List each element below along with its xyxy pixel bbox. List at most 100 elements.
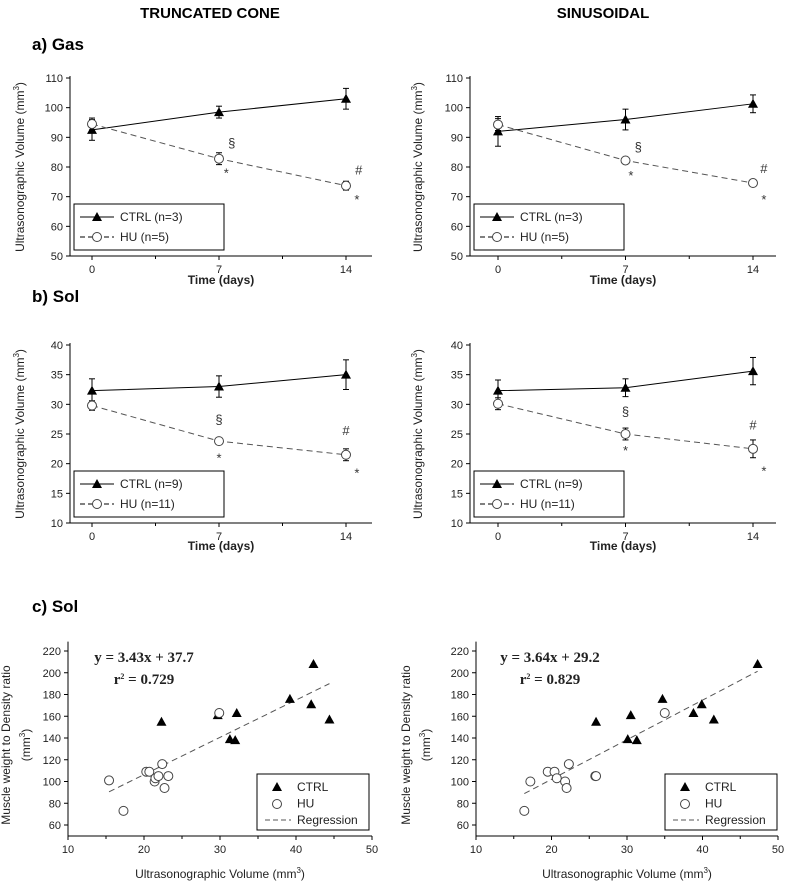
x-axis-title: Ultrasonographic Volume (mm3) [542, 866, 712, 881]
ctrl-point [631, 735, 642, 745]
data-point [214, 436, 224, 447]
series-hu [493, 118, 758, 189]
y-tick-label: 200 [451, 668, 469, 680]
legend-label: HU (n=5) [120, 230, 169, 244]
x-tick-label: 20 [138, 844, 150, 856]
y-tick-label: 110 [45, 73, 63, 85]
data-point [214, 381, 224, 391]
legend-label: CTRL (n=3) [520, 210, 583, 224]
ctrl-point [284, 693, 295, 703]
significance-mark: * [224, 165, 229, 180]
r-squared: r2 = 0.829 [520, 672, 580, 688]
significance-mark: * [216, 450, 221, 465]
y-tick-label: 120 [43, 755, 61, 767]
significance-mark: # [760, 161, 768, 176]
y-tick-label: 110 [445, 73, 463, 85]
y-tick-label: 120 [451, 755, 469, 767]
y-tick-label: 20 [51, 459, 63, 471]
data-point [620, 114, 631, 124]
x-tick-label: 14 [747, 264, 759, 276]
data-point [493, 398, 503, 409]
legend: CTRL (n=9) HU (n=11) [473, 470, 625, 518]
data-point [87, 118, 97, 129]
hu-point [153, 771, 164, 782]
data-point [620, 155, 631, 166]
y-tick-label: 30 [451, 399, 463, 411]
series-ctrl [87, 359, 351, 404]
legend-marker-ctrl [680, 782, 690, 791]
data-point [214, 107, 224, 117]
x-axis-title: Time (days) [188, 539, 254, 553]
x-tick-label: 0 [495, 531, 501, 543]
ctrl-point [622, 734, 633, 744]
legend-label: HU [297, 797, 314, 811]
regression-equation: y = 3.64x + 29.2 [500, 650, 600, 666]
hu-point [519, 805, 530, 816]
ctrl-point [625, 710, 636, 720]
regression-line [524, 670, 758, 795]
hu-point [163, 771, 174, 782]
y-axis-title: Muscle weight to Density ratio [399, 665, 413, 825]
y-tick-label: 220 [43, 646, 61, 658]
legend-marker [492, 212, 502, 221]
x-tick-label: 30 [621, 844, 633, 856]
legend-label: Regression [705, 813, 766, 827]
series-hu [493, 397, 758, 459]
legend-label: CTRL (n=9) [120, 477, 183, 491]
panel-label-c: c) Sol [32, 597, 78, 616]
panel-label-a: a) Gas [32, 35, 84, 54]
ctrl-point [591, 716, 602, 726]
series-line [497, 124, 754, 184]
y-tick-label: 25 [451, 429, 463, 441]
data-point [493, 385, 503, 395]
ctrl-point [752, 659, 763, 669]
x-axis-title: Time (days) [188, 273, 254, 287]
y-tick-label: 60 [457, 820, 469, 832]
y-tick-label: 70 [51, 192, 63, 204]
hu-point [561, 783, 572, 794]
ctrl-point [308, 659, 319, 669]
y-tick-label: 20 [451, 459, 463, 471]
significance-mark: * [761, 464, 766, 479]
ctrl-point [708, 714, 719, 724]
y-tick-label: 60 [51, 221, 63, 233]
y-tick-label: 140 [43, 733, 61, 745]
legend-label: HU (n=5) [520, 230, 569, 244]
ctrl-point [657, 693, 668, 703]
significance-mark: # [355, 162, 363, 177]
data-point [620, 382, 631, 392]
y-tick-label: 60 [49, 820, 61, 832]
y-tick-label: 40 [451, 340, 463, 352]
legend: CTRL HU Regression [256, 773, 370, 831]
ctrl-point [688, 707, 699, 717]
legend: CTRL (n=3) HU (n=5) [73, 203, 225, 251]
chart-scatter-sinusoidal: 60 80 100 120 140 160 180 200 220 10 20 30 40 50 Ultra… [399, 641, 784, 881]
significance-mark: * [354, 465, 359, 480]
legend-box [73, 470, 225, 518]
chart-sol-truncated-cone: 10 15 20 25 30 35 40 0 7 14 Time (days) Ultrasonogr… [12, 340, 372, 553]
x-tick-label: 40 [696, 844, 708, 856]
y-tick-label: 15 [51, 488, 63, 500]
y-tick-label: 35 [51, 370, 63, 382]
legend: CTRL (n=3) HU (n=5) [473, 203, 625, 251]
x-tick-label: 14 [747, 531, 759, 543]
y-tick-label: 80 [451, 162, 463, 174]
y-tick-label: 60 [451, 221, 463, 233]
y-axis-title: Ultrasonographic Volume (mm3) [12, 82, 27, 252]
x-tick-label: 0 [89, 531, 95, 543]
significance-mark: # [342, 423, 350, 438]
y-tick-label: 10 [451, 518, 463, 530]
x-tick-label: 30 [214, 844, 226, 856]
x-tick-label: 0 [495, 264, 501, 276]
ctrl-point [230, 735, 241, 745]
data-point [87, 385, 97, 395]
y-tick-label: 15 [451, 488, 463, 500]
x-tick-label: 40 [290, 844, 302, 856]
ctrl-point [324, 714, 335, 724]
legend-marker-hu [272, 799, 282, 809]
hu-point [118, 805, 129, 816]
significance-mark: § [215, 412, 222, 427]
y-tick-label: 220 [451, 646, 469, 658]
data-point [620, 429, 631, 439]
